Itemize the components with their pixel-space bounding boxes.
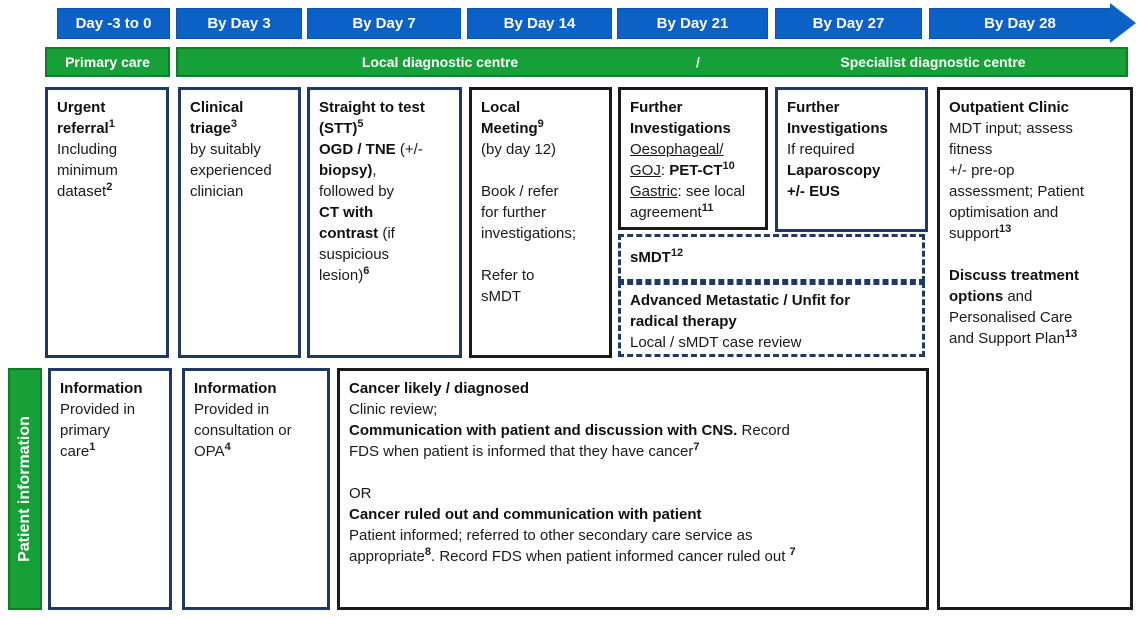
information-opa-box: Information Provided in consultation or … — [182, 368, 330, 610]
patient-information-label: Patient information — [16, 416, 33, 562]
cancer-communication-box: Cancer likely / diagnosed Clinic review;… — [337, 368, 929, 610]
patient-information-sidebar: Patient information — [8, 368, 42, 610]
primary-care-label: Primary care — [65, 54, 150, 70]
smdt-box: sMDT12 — [618, 234, 925, 282]
timeline-day-box-3: By Day 7 — [307, 8, 461, 39]
centre-slash-label: / — [696, 54, 700, 70]
clinical-triage-box: Clinical triage3 by suitably experienced… — [178, 87, 301, 358]
timeline-day-label: By Day 28 — [984, 15, 1056, 32]
timeline-day-box-2: By Day 3 — [176, 8, 302, 39]
primary-care-bar: Primary care — [45, 47, 170, 77]
straight-to-test-box: Straight to test (STT)5 OGD / TNE (+/- b… — [307, 87, 462, 358]
timeline-arrowhead-icon — [1110, 3, 1136, 43]
outpatient-clinic-box: Outpatient Clinic MDT input; assess fitn… — [937, 87, 1133, 610]
timeline-day-box-4: By Day 14 — [467, 8, 612, 39]
timeline-day-label: By Day 27 — [812, 15, 885, 32]
timeline-day-box-6: By Day 27 — [775, 8, 922, 39]
timeline-day-label: By Day 7 — [352, 15, 416, 32]
timeline-day-box-7: By Day 28 — [929, 8, 1111, 39]
information-primary-care-box: Information Provided in primary care1 — [48, 368, 172, 610]
further-investigations-og-box: Further Investigations Oesophageal/ GOJ:… — [618, 87, 768, 230]
timeline-day-box-5: By Day 21 — [617, 8, 768, 39]
specialist-diagnostic-centre-label: Specialist diagnostic centre — [840, 54, 1026, 70]
advanced-metastatic-box: Advanced Metastatic / Unfit for radical … — [618, 282, 925, 357]
timeline-day-label: By Day 21 — [656, 15, 729, 32]
local-meeting-box: Local Meeting9 (by day 12) Book / refer … — [469, 87, 612, 358]
further-investigations-lap-box: Further Investigations If required Lapar… — [775, 87, 928, 232]
timeline-day-box-1: Day -3 to 0 — [57, 8, 170, 39]
timeline-day-label: By Day 14 — [503, 15, 576, 32]
local-diagnostic-centre-label: Local diagnostic centre — [361, 54, 519, 70]
timeline-day-label: Day -3 to 0 — [75, 15, 152, 32]
timeline-day-label: By Day 3 — [207, 15, 271, 32]
urgent-referral-box: Urgent referral1 Including minimum datas… — [45, 87, 169, 358]
diagnostic-centre-bar: Local diagnostic centre / Specialist dia… — [176, 47, 1128, 77]
